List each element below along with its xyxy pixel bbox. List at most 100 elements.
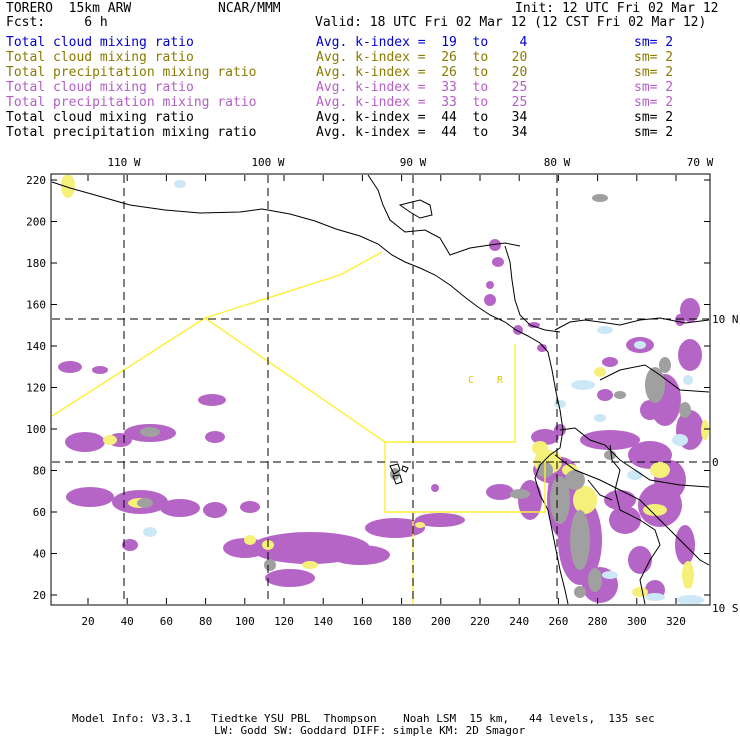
legend-field: Total precipitation mixing ratio [6, 65, 257, 80]
y-tick-label: 40 [33, 548, 46, 561]
legend-field: Total cloud mixing ratio [6, 110, 194, 125]
legend-kindex: Avg. k-index = 44 to 34 [316, 110, 528, 125]
legend-sm: sm= 2 [634, 110, 674, 125]
precip-patch [330, 545, 390, 565]
legend-field: Total precipitation mixing ratio [6, 125, 257, 140]
precip-patch [65, 432, 105, 452]
precip-patch [680, 298, 700, 322]
x-tick-label: 120 [274, 615, 294, 628]
coastline [389, 463, 401, 475]
lat-lon-grid [52, 175, 709, 604]
x-tick-label: 160 [352, 615, 372, 628]
precip-patch [492, 257, 504, 267]
high-cloud-patch [659, 357, 671, 373]
x-tick-label: 240 [509, 615, 529, 628]
latitude-label: 10 N [712, 313, 739, 326]
high-cloud-patch [264, 559, 276, 571]
legend-sm: sm= 2 [634, 35, 674, 50]
precip-patch [628, 546, 652, 574]
precip-patch [160, 499, 200, 517]
y-tick-label: 220 [26, 174, 46, 187]
axis-labels: 220 200 180 160 140 120 100 80 60 40 20 20 40 60 80 100… [26, 156, 738, 628]
cloud-patch [643, 504, 667, 516]
precip-patch [513, 325, 523, 335]
precip-patch [580, 430, 640, 450]
y-tick-label: 20 [33, 589, 46, 602]
cloud-patch [594, 367, 606, 377]
center-name: NCAR/MMM [218, 1, 281, 16]
latitude-label: 0 [712, 456, 719, 469]
coastline [51, 181, 549, 353]
x-tick-label: 320 [666, 615, 686, 628]
latitude-label: 10 S [712, 602, 739, 615]
precip-patch [528, 322, 540, 328]
cloud-patch [244, 535, 256, 545]
coastline [392, 474, 403, 485]
cloud-patch [597, 326, 613, 334]
cloud-patch [672, 434, 688, 446]
cloud-patch [632, 587, 648, 597]
flight-track-segment [384, 442, 546, 513]
x-tick-label: 220 [470, 615, 490, 628]
precip-patch [92, 366, 108, 374]
precip-patch [431, 484, 439, 492]
legend-kindex: Avg. k-index = 33 to 25 [316, 80, 528, 95]
cloud-patch [634, 341, 646, 349]
precip-patch [675, 314, 685, 326]
precip-patch [240, 501, 260, 513]
precip-patch [203, 502, 227, 518]
precip-patch [531, 429, 559, 445]
init-time: Init: 12 UTC Fri 02 Mar 12 [515, 1, 719, 16]
x-tick-label: 20 [81, 615, 94, 628]
precip-patch [198, 394, 226, 406]
cloud-patch [701, 420, 709, 440]
precip-patch [602, 357, 618, 367]
legend-kindex: Avg. k-index = 26 to 20 [316, 65, 528, 80]
x-tick-label: 100 [235, 615, 255, 628]
coastline [554, 317, 710, 331]
legend-sm: sm= 2 [634, 80, 674, 95]
precip-patch [486, 484, 514, 500]
high-cloud-patch [592, 194, 608, 202]
precip-patch [484, 294, 496, 306]
cloud-patch [532, 441, 548, 455]
legend-sm: sm= 2 [634, 50, 674, 65]
coastline [554, 454, 710, 566]
forecast-hour: Fcst: 6 h [6, 15, 108, 30]
coastline [559, 427, 710, 488]
precip-patch [486, 281, 494, 289]
precip-patch [604, 490, 636, 510]
y-tick-label: 160 [26, 299, 46, 312]
high-cloud-patch [137, 498, 153, 508]
precip-patch [415, 513, 465, 527]
high-cloud-patch [570, 510, 590, 570]
legend-kindex: Avg. k-index = 19 to 4 [316, 35, 528, 50]
high-cloud-patch [679, 402, 691, 418]
legend-field: Total cloud mixing ratio [6, 50, 194, 65]
legend-sm: sm= 2 [634, 65, 674, 80]
legend-kindex: Avg. k-index = 33 to 25 [316, 95, 528, 110]
cloud-patch [415, 522, 425, 528]
x-tick-label: 280 [588, 615, 608, 628]
high-cloud-patch [140, 427, 160, 437]
precip-patch [537, 344, 547, 352]
cloud-patch [61, 175, 75, 198]
precip-patch [66, 487, 114, 507]
x-tick-label: 200 [431, 615, 451, 628]
map-annotation: R [497, 375, 504, 386]
cloud-patch [602, 571, 618, 579]
y-tick-label: 120 [26, 382, 46, 395]
flight-track-segment [51, 317, 386, 443]
high-cloud-patch [510, 489, 530, 499]
precip-patch [489, 239, 501, 251]
precip-patch [597, 389, 613, 401]
y-tick-label: 140 [26, 340, 46, 353]
axis-ticks [51, 175, 710, 604]
longitude-label: 70 W [687, 156, 714, 169]
longitude-label: 80 W [544, 156, 571, 169]
legend-field: Total cloud mixing ratio [6, 80, 194, 95]
model-physics: LW: Godd SW: Goddard DIFF: simple KM: 2D… [214, 724, 526, 737]
coastlines [51, 174, 710, 605]
high-cloud-patch [614, 391, 626, 399]
